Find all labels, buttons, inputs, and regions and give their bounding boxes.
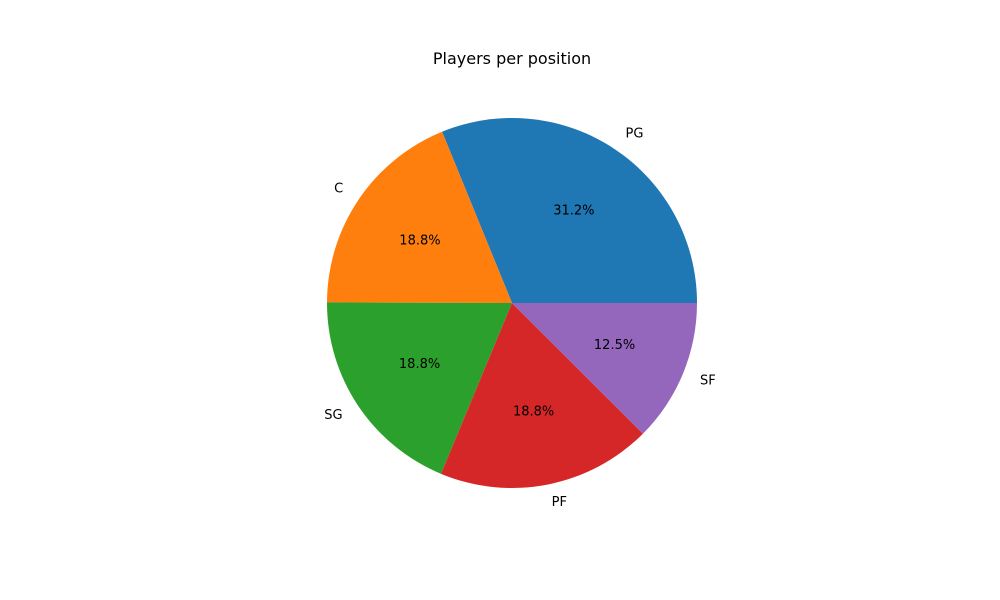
pie-slice-sg <box>327 302 512 474</box>
chart-title: Players per position <box>433 49 591 68</box>
percentage-label-sf: 12.5% <box>594 338 635 353</box>
category-label-pf: PF <box>552 495 567 510</box>
category-label-c: C <box>334 182 343 197</box>
pie-slice-pg <box>442 118 697 303</box>
percentage-labels: 31.2% 18.8% 18.8% 18.8% 12.5% <box>399 203 635 419</box>
percentage-label-sg: 18.8% <box>399 357 440 372</box>
category-label-sf: SF <box>700 373 716 388</box>
pie-slices <box>327 118 697 489</box>
percentage-label-pf: 18.8% <box>513 404 554 419</box>
percentage-label-pg: 31.2% <box>553 203 594 218</box>
category-labels: PG C SG PF SF <box>324 127 716 511</box>
pie-slice-c <box>327 131 512 303</box>
category-label-sg: SG <box>324 408 342 423</box>
category-label-pg: PG <box>625 127 643 142</box>
percentage-label-c: 18.8% <box>399 233 440 248</box>
pie-slice-sf <box>512 303 697 434</box>
pie-slice-pf <box>441 303 643 489</box>
